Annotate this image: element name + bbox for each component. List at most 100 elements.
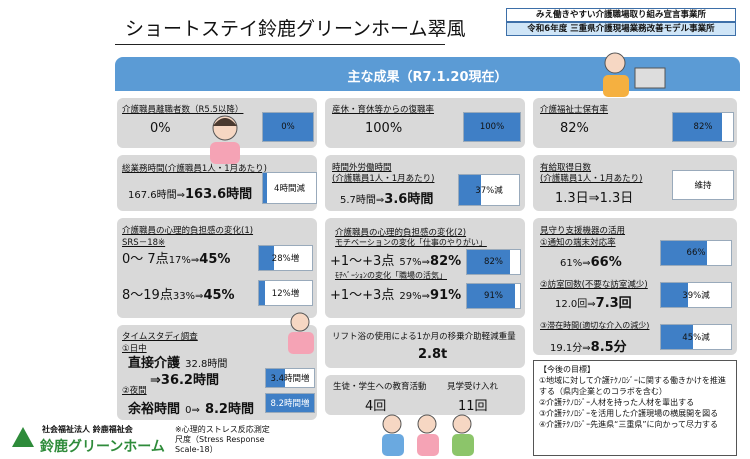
bar: 維持 [672, 170, 734, 200]
row-value: 12.0回⇒7.3回 [555, 292, 632, 311]
bar: 100% [463, 112, 521, 142]
card-label: 有給取得日数 [540, 163, 592, 173]
body [288, 332, 314, 354]
bar: 37%減 [458, 174, 520, 206]
face [604, 52, 626, 74]
card-value: 1.3日⇒1.3日 [555, 191, 634, 206]
face [382, 414, 402, 434]
logo [12, 427, 34, 447]
bar-fill [464, 113, 520, 141]
row-topic: ②夜間 [122, 386, 147, 396]
card-value: 167.6時間⇒163.6時間 [128, 183, 252, 202]
row-topic: モチベーションの変化「仕事のやりがい」 [335, 238, 487, 247]
row-value: +1～+3点 29%⇒91% [330, 284, 461, 303]
card-value: 0% [150, 121, 171, 136]
bar: 12%増 [258, 280, 313, 306]
bar-text: 45%減 [682, 333, 710, 343]
goals: 【今後の目標】 ①地域に対して介護ﾃｸﾉﾛｼﾞｰに関する働きかけを推進する（県内… [533, 360, 737, 456]
value-before: 167.6時間⇒ [128, 190, 186, 201]
range: +1～+3点 [330, 288, 395, 303]
goal-item: ①地域に対して介護ﾃｸﾉﾛｼﾞｰに関する働きかけを推進する（県内企業とのコラボを… [539, 376, 726, 396]
bar-fill [266, 394, 314, 412]
card-label: リフト浴の使用による1か月の移乗介助軽減重量 [332, 332, 516, 342]
bar-fill [266, 369, 286, 387]
card-label: タイムスタディ調査 [122, 332, 198, 342]
body [382, 434, 404, 456]
bar-text: 維持 [694, 181, 712, 191]
card-label: 時間外労働時間 [332, 163, 392, 173]
card-value: 2.8t [418, 347, 448, 362]
bar-text: 3.4時間増 [270, 374, 310, 384]
bar-text: 0% [281, 122, 295, 132]
bar-text: 28%増 [271, 254, 300, 264]
card-label: 産休・育休等からの復職率 [332, 105, 435, 115]
logo-mark [12, 427, 34, 447]
bar: 82% [672, 112, 734, 142]
title-underline [115, 44, 445, 45]
value-before: 57%⇒ [399, 257, 431, 268]
card-label: 介護職員の心理的負担感の変化(2) [335, 228, 467, 238]
value-after: 91% [430, 288, 462, 303]
bar: 39%減 [660, 282, 732, 308]
note: ※心理的ストレス反応測定 [175, 425, 270, 434]
value-before: 12.0回⇒ [555, 299, 596, 310]
bar-text: 91% [484, 291, 503, 301]
row-value: +1～+3点 57%⇒82% [330, 250, 461, 269]
bar-fill [467, 250, 511, 274]
card-value: 5.7時間⇒3.6時間 [340, 188, 433, 207]
value-before: 19.1分⇒ [550, 343, 591, 354]
row-topic: ﾓﾁﾍﾞｰｼｮﾝの変化「職場の活気」 [335, 271, 447, 280]
value-before: 17%⇒ [168, 255, 200, 266]
row-value: 直接介護 32.8時間 [128, 352, 227, 371]
value-after: 66% [590, 255, 622, 270]
laptop [634, 67, 666, 89]
value-before: 61%⇒ [560, 258, 591, 269]
card [325, 375, 525, 415]
row-topic: ①日中 [122, 344, 147, 354]
bar: 45%減 [660, 324, 732, 350]
bar-text: 12%増 [271, 289, 300, 299]
goal-item: ②介護ﾃｸﾉﾛｼﾞｰ人材を持った人材を輩出する [539, 398, 695, 407]
face [417, 414, 437, 434]
value-after: 8.5分 [590, 340, 627, 355]
goal-item: ③介護ﾃｸﾉﾛｼﾞｰを活用した介護現場の横展開を図る [539, 409, 719, 418]
value-before: 0⇒ [185, 405, 200, 416]
value-after: 7.3回 [595, 296, 632, 311]
bar-fill [263, 173, 268, 203]
illustration [382, 414, 474, 456]
note: Scale-18） [175, 445, 218, 454]
bar-text: 82% [693, 122, 713, 132]
value-after: 45% [203, 288, 235, 303]
bar: 3.4時間増 [265, 368, 315, 388]
range: +1～+3点 [330, 254, 395, 269]
goal-item: ④介護ﾃｸﾉﾛｼﾞｰ先進県“三重県”に向かって尽力する [539, 420, 719, 429]
bar-fill [661, 283, 689, 307]
value-after: 8.2時間 [204, 402, 254, 417]
row-value: 0～ 7点17%⇒45% [122, 248, 230, 267]
bar: 82% [466, 249, 521, 275]
bar-fill [661, 325, 693, 349]
value-before: 33%⇒ [172, 291, 204, 302]
illustration [210, 115, 240, 164]
bar-text: 66% [686, 248, 706, 258]
face [290, 312, 310, 332]
row-value: 61%⇒66% [560, 251, 622, 270]
value-before: 32.8時間 [185, 359, 228, 370]
goals-title: 【今後の目標】 [539, 365, 595, 374]
row-topic: ①通知の端末対応率 [540, 238, 616, 248]
value-after: 163.6時間 [185, 187, 253, 202]
row-topic: ③滞在時間(適切な介入の減少) [540, 321, 650, 330]
value-before: 29%⇒ [399, 291, 431, 302]
card-label: (介護職員1人・1月あたり) [540, 174, 643, 184]
body [210, 142, 240, 164]
body [603, 75, 629, 97]
card-label: 介護福祉士保有率 [540, 105, 609, 115]
bar-text: 100% [479, 122, 505, 132]
bar-fill [263, 113, 313, 141]
card-value: 11回 [458, 399, 488, 414]
bar: 28%増 [258, 245, 313, 271]
card-label: 総業務時間(介護職員1人・1月あたり) [122, 164, 267, 174]
bar-fill [467, 284, 516, 308]
row-value: 19.1分⇒8.5分 [550, 336, 627, 355]
